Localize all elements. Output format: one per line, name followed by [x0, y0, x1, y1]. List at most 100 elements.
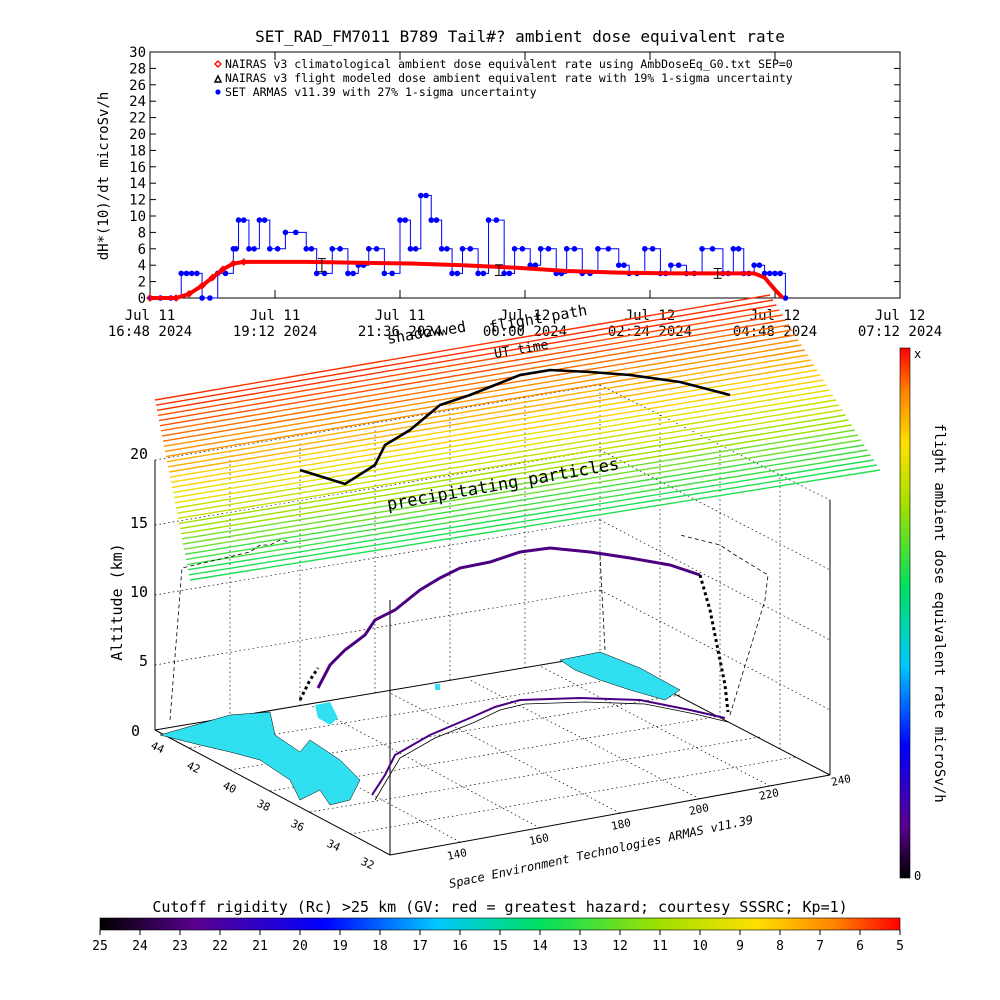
series-layer [146, 192, 789, 302]
armas-point [480, 270, 487, 277]
armas-point [389, 270, 395, 277]
z-tick-20: 20 [130, 445, 148, 463]
lon-tick-220: 220 [758, 786, 780, 803]
bottom-colorbar-tick-label: 11 [652, 939, 668, 954]
right-colorbar: x 0 flight ambient dose equivalent rate … [899, 347, 947, 883]
dashed-projection-right [679, 534, 769, 716]
armas-point [777, 270, 784, 277]
plane-stripe [183, 439, 862, 550]
climatological-point [219, 265, 227, 274]
bottom-colorbar-tick-label: 9 [736, 939, 744, 954]
armas-point [506, 270, 513, 277]
armas-point [699, 246, 705, 252]
armas-point [485, 217, 492, 223]
bottom-colorbar-tick-label: 20 [292, 939, 308, 954]
armas-point [402, 217, 409, 223]
climatological-point [172, 294, 180, 302]
climatological-point [208, 273, 217, 282]
armas-point [532, 262, 539, 269]
plane-stripe [168, 364, 815, 473]
flight-path-shadow-upper [299, 368, 731, 486]
plane-stripe [181, 429, 855, 540]
precipitating-particles-plane [154, 294, 881, 581]
landmass-alaska [559, 651, 681, 701]
x-tick-label-line1: Jul 11 [375, 308, 426, 324]
y-tick-label: 6 [138, 242, 146, 258]
legend-diamond-marker [214, 60, 222, 68]
ground-track-shadow [374, 701, 729, 801]
ground-track [371, 696, 726, 796]
plane-stripe [165, 349, 805, 458]
armas-point [459, 246, 466, 252]
plane-stripe [162, 334, 796, 442]
armas-point [222, 270, 229, 277]
series-climatological-line [150, 259, 785, 300]
armas-point [337, 246, 343, 252]
bottom-colorbar-tick-label: 10 [692, 939, 708, 954]
armas-point [641, 246, 648, 252]
lat-tick-44: 44 [149, 739, 167, 757]
plane-stripe [186, 454, 871, 566]
lon-tick-200: 200 [688, 801, 710, 818]
plane-stripe [164, 344, 802, 453]
armas-point [428, 217, 435, 223]
armas-point [246, 246, 252, 252]
climatological-point [198, 281, 206, 290]
y-tick-label: 30 [129, 45, 146, 61]
right-colorbar-top: x [914, 347, 921, 361]
armas-point [194, 270, 200, 277]
right-colorbar-gradient [899, 347, 911, 879]
landmass-island [315, 702, 338, 725]
flight-path-3d [316, 546, 701, 689]
plane-stripe [177, 409, 843, 519]
armas-point [444, 246, 450, 252]
y-tick-label: 12 [129, 193, 146, 209]
lat-tick-36: 36 [289, 817, 307, 834]
plane-stripe [169, 369, 818, 478]
y-tick-label: 22 [129, 111, 146, 127]
armas-point [256, 217, 263, 223]
legend-dot-marker [215, 89, 221, 95]
bottom-colorbar-tick-label: 19 [332, 939, 348, 954]
armas-point [251, 246, 257, 252]
plane-stripe [166, 354, 808, 463]
bottom-colorbar-tick-label: 7 [816, 939, 824, 954]
armas-point [274, 246, 281, 252]
dashed-projection-left [169, 539, 291, 721]
plane-stripe [157, 309, 780, 417]
armas-point [423, 192, 429, 199]
climatological-point [146, 294, 154, 302]
bottom-colorbar-tick-label: 6 [856, 939, 864, 954]
lon-tick-160: 160 [528, 831, 550, 848]
armas-point [235, 217, 242, 223]
armas-point [615, 262, 622, 269]
armas-point [433, 217, 440, 223]
bottom-colorbar-ticks: 25 24 23 22 21 20 19 18 17 16 15 14 13 12 11 10 9 8 7 6 5 [92, 930, 904, 954]
y-tick-label: 16 [129, 160, 146, 176]
y-tick-label: 20 [129, 127, 146, 143]
legend-entry-flight-modeled: NAIRAS v3 flight modeled dose ambient eq… [225, 71, 793, 85]
armas-point [365, 246, 372, 252]
z-axis-label: Altitude (km) [108, 543, 126, 660]
bottom-colorbar: Cutoff rigidity (Rc) >25 km (GV: red = g… [92, 898, 904, 954]
bottom-colorbar-tick-label: 24 [132, 939, 148, 954]
armas-point [303, 246, 310, 252]
armas-point [199, 295, 205, 301]
lat-tick-42: 42 [185, 759, 203, 776]
bottom-colorbar-tick-label: 25 [92, 939, 108, 954]
x-tick-label-line2: 00:00 2024 [483, 324, 567, 340]
bottom-colorbar-tick-label: 21 [252, 939, 268, 954]
armas-point [407, 246, 414, 252]
armas-point [261, 217, 268, 223]
armas-point [545, 246, 552, 252]
armas-point [308, 246, 315, 252]
plane-stripe [163, 339, 799, 447]
armas-point [438, 246, 445, 252]
armas-point [756, 262, 763, 269]
plane-stripe [174, 394, 833, 504]
armas-point [467, 246, 474, 252]
armas-point [475, 270, 481, 277]
plane-stripe [160, 324, 789, 432]
